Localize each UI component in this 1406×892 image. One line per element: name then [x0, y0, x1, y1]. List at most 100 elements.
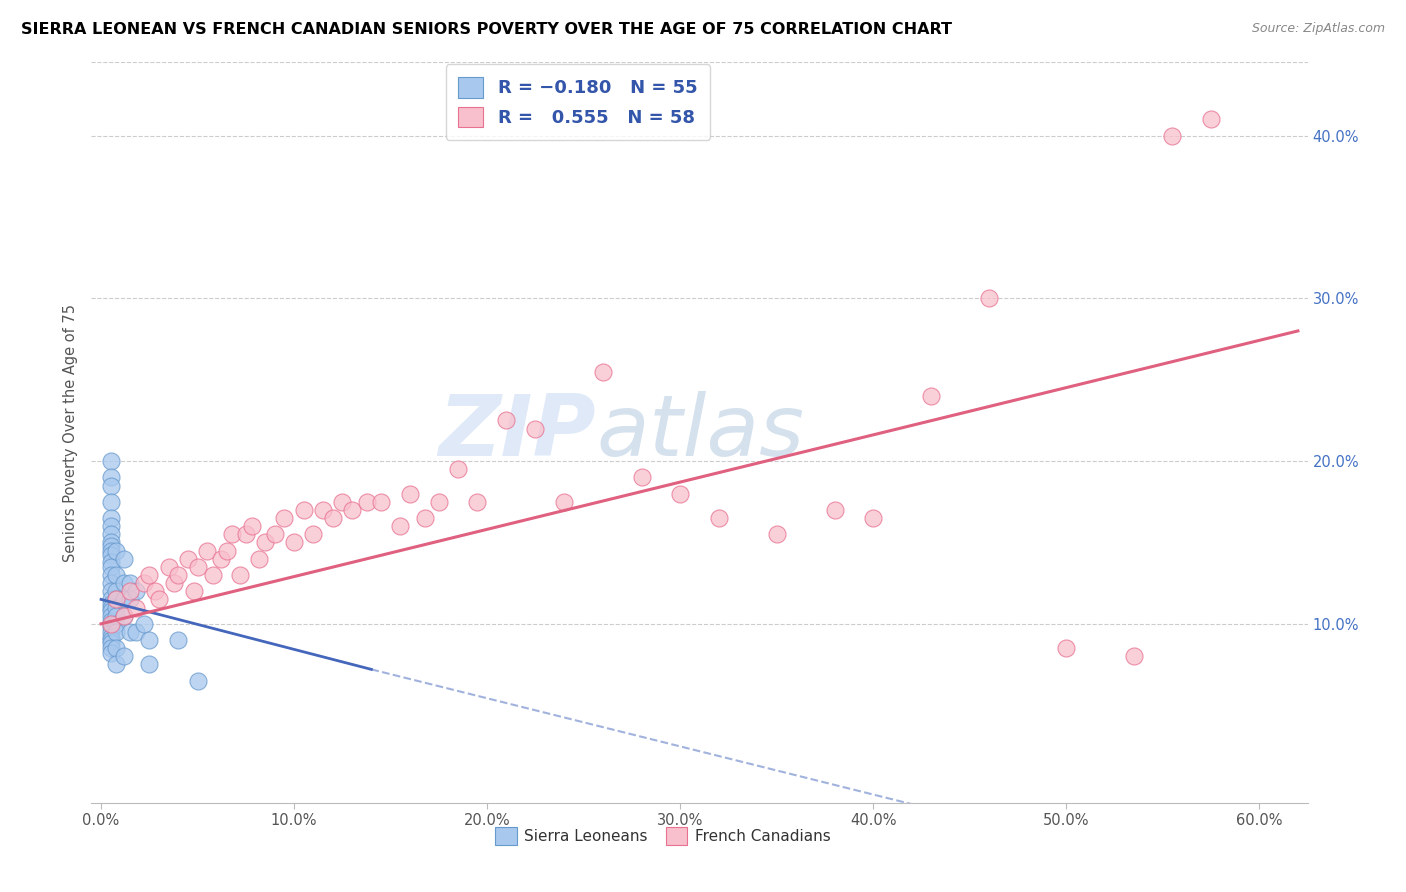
Point: [183, 584, 205, 599]
Point: [1199, 112, 1222, 127]
Point: [195, 543, 218, 558]
Point: [447, 462, 470, 476]
Point: [100, 604, 122, 618]
Point: [247, 551, 270, 566]
Point: [138, 568, 160, 582]
Point: [112, 576, 135, 591]
Point: [132, 576, 155, 591]
Point: [167, 568, 190, 582]
Point: [415, 511, 437, 525]
Point: [283, 535, 305, 549]
Point: [112, 551, 135, 566]
Y-axis label: Seniors Poverty Over the Age of 75: Seniors Poverty Over the Age of 75: [62, 303, 77, 562]
Point: [920, 389, 942, 403]
Point: [707, 511, 730, 525]
Text: atlas: atlas: [596, 391, 804, 475]
Point: [105, 584, 128, 599]
Point: [105, 624, 128, 639]
Point: [229, 568, 252, 582]
Point: [177, 551, 200, 566]
Point: [100, 576, 122, 591]
Point: [100, 584, 122, 599]
Point: [100, 636, 122, 650]
Point: [105, 641, 128, 656]
Point: [669, 486, 692, 500]
Point: [100, 568, 122, 582]
Point: [467, 495, 489, 509]
Point: [187, 559, 209, 574]
Point: [100, 646, 122, 660]
Point: [100, 592, 122, 607]
Point: [862, 511, 884, 525]
Text: ZIP: ZIP: [439, 391, 596, 475]
Point: [202, 568, 225, 582]
Point: [399, 486, 422, 500]
Point: [105, 592, 128, 607]
Point: [125, 584, 148, 599]
Point: [100, 633, 122, 648]
Point: [132, 616, 155, 631]
Point: [100, 478, 122, 492]
Point: [105, 600, 128, 615]
Point: [100, 539, 122, 553]
Point: [112, 649, 135, 664]
Point: [330, 495, 353, 509]
Point: [215, 543, 238, 558]
Point: [824, 503, 846, 517]
Text: SIERRA LEONEAN VS FRENCH CANADIAN SENIORS POVERTY OVER THE AGE OF 75 CORRELATION: SIERRA LEONEAN VS FRENCH CANADIAN SENIOR…: [21, 22, 952, 37]
Point: [157, 559, 180, 574]
Point: [370, 495, 392, 509]
Point: [592, 365, 614, 379]
Point: [322, 511, 344, 525]
Point: [100, 527, 122, 541]
Point: [302, 527, 325, 541]
Point: [427, 495, 450, 509]
Point: [100, 608, 122, 623]
Point: [105, 592, 128, 607]
Point: [118, 592, 141, 607]
Point: [1054, 641, 1077, 656]
Point: [100, 630, 122, 644]
Point: [977, 292, 1000, 306]
Point: [105, 616, 128, 631]
Point: [118, 576, 141, 591]
Point: [235, 527, 257, 541]
Text: Source: ZipAtlas.com: Source: ZipAtlas.com: [1251, 22, 1385, 36]
Point: [292, 503, 315, 517]
Point: [100, 543, 122, 558]
Point: [240, 519, 263, 533]
Point: [100, 470, 122, 484]
Point: [143, 584, 166, 599]
Point: [630, 470, 652, 484]
Point: [163, 576, 186, 591]
Point: [1161, 128, 1184, 143]
Point: [125, 624, 148, 639]
Point: [118, 584, 141, 599]
Point: [221, 527, 243, 541]
Point: [765, 527, 787, 541]
Point: [187, 673, 209, 688]
Point: [100, 616, 122, 631]
Point: [100, 495, 122, 509]
Point: [100, 600, 122, 615]
Point: [340, 503, 363, 517]
Point: [100, 624, 122, 639]
Point: [112, 608, 135, 623]
Point: [100, 616, 122, 631]
Point: [100, 555, 122, 569]
Point: [495, 413, 517, 427]
Point: [100, 597, 122, 611]
Point: [1122, 649, 1144, 664]
Point: [100, 511, 122, 525]
Point: [254, 535, 277, 549]
Point: [100, 614, 122, 628]
Point: [100, 549, 122, 563]
Legend: Sierra Leoneans, French Canadians: Sierra Leoneans, French Canadians: [489, 821, 837, 851]
Point: [100, 519, 122, 533]
Point: [524, 421, 547, 435]
Point: [105, 608, 128, 623]
Point: [312, 503, 335, 517]
Point: [138, 657, 160, 672]
Point: [100, 559, 122, 574]
Point: [167, 633, 190, 648]
